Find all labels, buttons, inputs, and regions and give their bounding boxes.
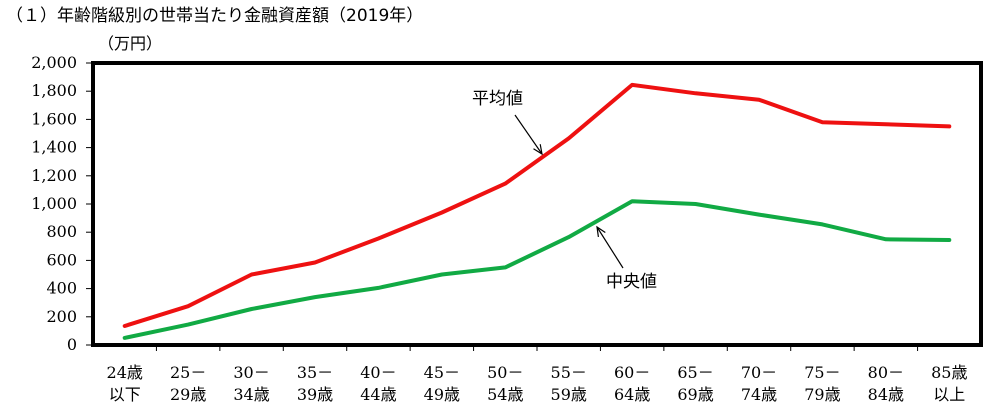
callout-arrow-line [596,226,624,269]
series-line-median [122,199,952,340]
y-tick-label: 1,200 [31,166,77,185]
y-tick-label: 600 [46,250,77,269]
x-tick-label: 74歳 [741,385,777,404]
data-point [631,84,633,86]
y-axis: 0 200 400 600 800 1,000 1,200 1,400 1,600 1,800 2,… [31,53,93,354]
y-tick-label: 200 [46,307,77,326]
y-axis-unit-label: （万円） [98,34,162,53]
data-point [504,183,506,185]
x-tick-label: 84歳 [868,385,904,404]
callout-arrow-head [533,144,543,156]
callout-arrow-head [596,225,606,237]
x-tick-label: 59歳 [551,385,587,404]
x-tick-label: 30－ [233,363,269,382]
data-point [821,121,823,123]
x-tick-label: 以下 [109,385,141,404]
data-point [885,238,887,240]
y-tick-label: 1,600 [31,109,77,128]
x-tick-label: 54歳 [487,385,523,404]
x-tick-label: 55－ [551,363,587,382]
data-point [885,123,887,125]
x-tick-label: 44歳 [360,385,396,404]
x-tick-label: 70－ [741,363,777,382]
data-point [251,308,253,310]
data-point [124,337,126,339]
data-point [821,223,823,225]
series-callout-label: 中央値 [606,272,657,292]
x-tick-label: 29歳 [170,385,206,404]
y-tick-label: 0 [67,335,77,354]
data-point [568,236,570,238]
data-point [631,200,633,202]
x-tick-label: 75－ [804,363,840,382]
x-tick-label: 34歳 [233,385,269,404]
x-tick-label: 79歳 [804,385,840,404]
y-tick-label: 400 [46,279,77,298]
y-tick-label: 800 [46,222,77,241]
data-point [314,296,316,298]
data-point [314,262,316,263]
x-tick-label: 64歳 [614,385,650,404]
y-tick-label: 2,000 [31,53,77,72]
data-point [441,212,443,213]
x-tick-label: 80－ [868,363,904,382]
data-point [695,92,697,94]
x-tick-label: 35－ [297,363,333,382]
data-point [568,137,570,139]
x-tick-label: 65－ [677,363,713,382]
data-point [758,99,760,101]
data-point [377,238,379,239]
y-tick-label: 1,800 [31,81,77,100]
y-tick-label: 1,400 [31,138,77,157]
x-tick-label: 24歳 [107,363,143,382]
series-callout-label: 平均値 [472,89,523,109]
series-line-mean [122,82,952,328]
chart-title: （１）年齢階級別の世帯当たり金融資産額（2019年） [6,6,424,26]
data-point [758,214,760,216]
data-point [504,266,506,268]
x-tick-label: 45－ [424,363,460,382]
plot-frame [91,61,983,347]
callout-arrow-line [514,114,543,155]
data-point [695,203,697,205]
x-tick-label: 49歳 [424,385,460,404]
x-tick-label: 50－ [487,363,523,382]
data-point [187,305,189,307]
x-tick-label: 69歳 [677,385,713,404]
data-point [948,125,950,127]
x-tick-label: 25－ [170,363,206,382]
data-point [377,287,379,289]
x-tick-label: 60－ [614,363,650,382]
data-point [441,274,443,275]
x-tick-label: 40－ [360,363,396,382]
data-point [948,239,950,241]
y-tick-label: 1,000 [31,194,77,213]
x-tick-label: 以上 [933,385,965,404]
data-point [124,325,126,327]
x-tick-label: 85歳 [931,363,967,382]
series-lines [122,82,952,340]
x-tick-label: 39歳 [297,385,333,404]
data-point [251,274,253,275]
data-point [187,324,189,326]
